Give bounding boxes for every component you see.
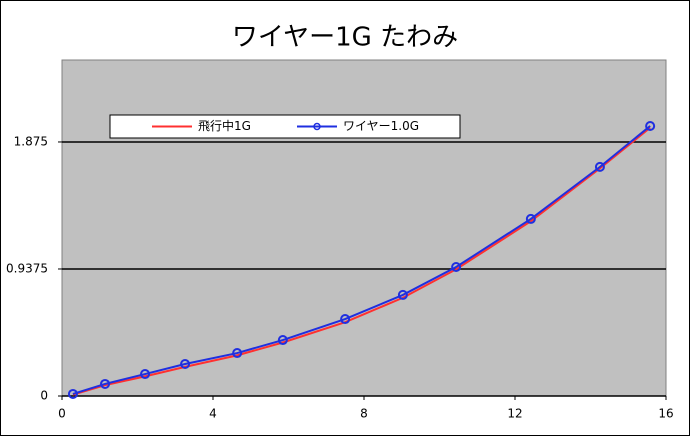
point: [67, 388, 78, 399]
point: [451, 262, 462, 273]
x-tick-label: 16: [658, 407, 673, 421]
chart-title: ワイヤー1G たわみ: [232, 23, 458, 53]
legend-label: 飛行中1G: [198, 118, 251, 133]
point: [140, 369, 151, 380]
plot-area: [61, 59, 667, 397]
point: [232, 348, 243, 359]
point: [100, 378, 111, 389]
legend-marker: [313, 122, 321, 131]
point: [594, 161, 605, 172]
legend: [109, 114, 461, 139]
y-tick-label: 0: [40, 389, 48, 403]
x-tick-label: 4: [209, 407, 217, 421]
x-tick-label: 0: [58, 407, 66, 421]
x-tick-label: 12: [507, 407, 522, 421]
point: [645, 120, 656, 131]
series-line: [72, 125, 651, 395]
y-tick-label: 1.875: [14, 134, 48, 148]
point: [397, 289, 408, 300]
series-line: [72, 126, 651, 396]
point: [525, 213, 536, 224]
legend-label: ワイヤー1.0G: [343, 119, 419, 133]
point: [340, 314, 351, 325]
point: [277, 335, 288, 346]
point: [180, 359, 191, 370]
x-tick-label: 8: [360, 407, 368, 421]
y-tick-label: 0.9375: [6, 261, 48, 275]
